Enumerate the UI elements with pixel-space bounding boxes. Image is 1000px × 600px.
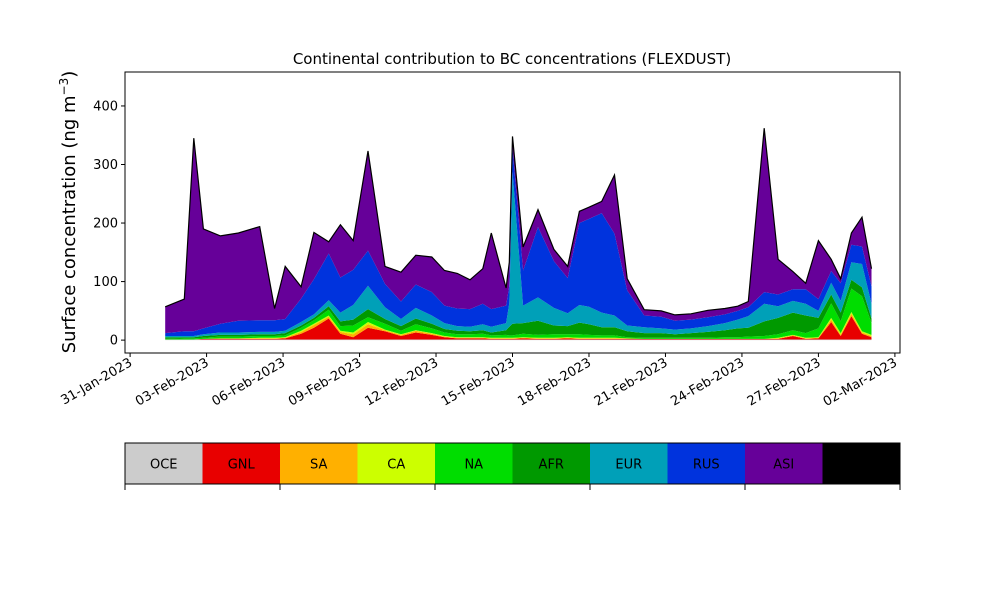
y-tick-label: 100 xyxy=(93,275,118,290)
legend-swatch-na xyxy=(435,443,513,484)
x-tick-label: 12-Feb-2023 xyxy=(362,355,441,409)
area-rus xyxy=(165,148,872,336)
y-tick-label: 200 xyxy=(93,217,118,232)
legend-swatch-rus xyxy=(667,443,746,484)
x-tick-label: 31-Jan-2023 xyxy=(59,355,136,408)
y-tick-label: 400 xyxy=(93,99,118,114)
legend-swatch-ca xyxy=(357,443,436,484)
stacked-areas xyxy=(165,128,872,341)
x-tick-label: 21-Feb-2023 xyxy=(592,355,671,409)
y-axis-label-exponent: −3 xyxy=(57,78,71,96)
x-tick-label: 06-Feb-2023 xyxy=(210,355,289,409)
area-oce xyxy=(165,339,872,341)
total-outline-line xyxy=(164,128,873,316)
x-tick-label: 03-Feb-2023 xyxy=(133,355,212,409)
area-ca xyxy=(165,312,872,340)
legend-swatch-sa xyxy=(280,443,358,484)
x-tick-label: 02-Mar-2023 xyxy=(821,355,900,409)
x-axis-ticks: 31-Jan-202303-Feb-202306-Feb-202309-Feb-… xyxy=(59,353,900,410)
y-axis-label-text: Surface concentration (ng m xyxy=(59,95,80,353)
area-na xyxy=(165,288,872,340)
legend-frame xyxy=(124,442,901,485)
legend-label-eur: EUR xyxy=(615,458,642,473)
chart-title: Continental contribution to BC concentra… xyxy=(293,50,731,68)
y-axis-label: Surface concentration (ng m−3) xyxy=(57,71,80,354)
y-axis-ticks: 0 100 200 300 400 xyxy=(93,99,125,349)
legend-label-gnl: GNL xyxy=(228,458,256,473)
legend-swatch-asi xyxy=(745,443,823,484)
legend-label-aus: AUS xyxy=(848,458,875,473)
legend-swatch-eur xyxy=(590,443,668,484)
legend-label-rus: RUS xyxy=(693,458,720,473)
legend-swatch-aus xyxy=(822,443,901,484)
x-tick-label: 18-Feb-2023 xyxy=(515,355,594,409)
y-tick-label: 300 xyxy=(93,158,118,173)
area-afr xyxy=(165,279,872,339)
area-sa xyxy=(165,313,872,340)
x-tick-label: 09-Feb-2023 xyxy=(286,355,365,409)
legend-label-sa: SA xyxy=(310,458,327,473)
legend-label-na: NA xyxy=(464,458,483,473)
legend-label-asi: ASI xyxy=(773,458,794,473)
area-asi xyxy=(165,128,872,334)
x-tick-label: 24-Feb-2023 xyxy=(668,355,747,409)
legend-swatch-afr xyxy=(512,443,591,484)
x-tick-label: 27-Feb-2023 xyxy=(745,355,824,409)
legend: OCE GNL SA CA NA AFR EUR RUS ASI AUS xyxy=(124,442,901,490)
legend-swatch-oce xyxy=(125,443,203,484)
x-tick-label: 15-Feb-2023 xyxy=(439,355,518,409)
y-tick-label: 0 xyxy=(110,334,118,349)
legend-label-ca: CA xyxy=(387,458,405,473)
area-eur xyxy=(165,171,872,338)
y-axis-label-close: ) xyxy=(59,71,80,78)
legend-swatch-gnl xyxy=(202,443,281,484)
legend-label-afr: AFR xyxy=(539,458,564,473)
legend-label-oce: OCE xyxy=(150,458,178,473)
